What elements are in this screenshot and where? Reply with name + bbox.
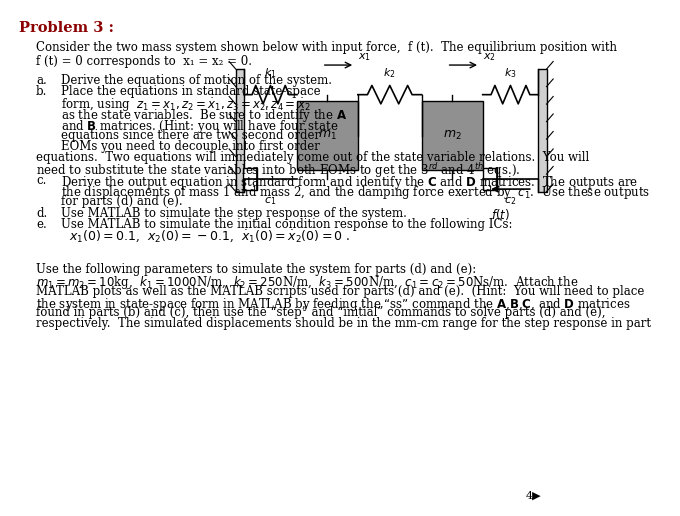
Bar <box>236 69 244 191</box>
Bar <box>538 69 547 191</box>
Bar <box>483 168 496 190</box>
Text: Consider the two mass system shown below with input force,  f (t).  The equilibr: Consider the two mass system shown below… <box>36 41 617 54</box>
Text: EOMs you need to decouple into first order: EOMs you need to decouple into first ord… <box>61 140 320 153</box>
Text: e.: e. <box>36 218 47 231</box>
Text: form, using  $z_1 = x_1, z_2 = \dot{x}_1, z_3 = x_2, z_4 = \dot{x}_2$: form, using $z_1 = x_1, z_2 = \dot{x}_1,… <box>61 96 311 114</box>
Text: a.: a. <box>36 74 47 87</box>
Text: $m_2$: $m_2$ <box>443 129 462 142</box>
Text: c.: c. <box>36 174 46 187</box>
Text: and $\mathbf{B}$ matrices. (Hint: you will have four state: and $\mathbf{B}$ matrices. (Hint: you wi… <box>61 118 339 135</box>
Text: Use MATLAB to simulate the step response of the system.: Use MATLAB to simulate the step response… <box>61 207 407 220</box>
Text: d.: d. <box>36 207 48 220</box>
Bar <box>243 168 256 190</box>
Text: Derive the equations of motion of the system.: Derive the equations of motion of the sy… <box>61 74 332 87</box>
Text: f (t) = 0 corresponds to  x₁ = x₂ = 0.: f (t) = 0 corresponds to x₁ = x₂ = 0. <box>36 55 252 68</box>
Text: Use the following parameters to simulate the system for parts (d) and (e):: Use the following parameters to simulate… <box>36 263 476 276</box>
Text: found in parts (b) and (c), then use the “step” and “initial” commands to solve : found in parts (b) and (c), then use the… <box>36 307 606 319</box>
Text: $m_1 = m_2 = 10$kg,  $k_1 = 1000$N/m,  $k_2 = 250$N/m,  $k_3 = 500$N/m,  $c_1 = : $m_1 = m_2 = 10$kg, $k_1 = 1000$N/m, $k_… <box>36 275 579 292</box>
Text: Use MATLAB to simulate the initial condition response to the following ICs:: Use MATLAB to simulate the initial condi… <box>61 218 513 231</box>
Text: as the state variables.  Be sure to identify the $\mathbf{A}$: as the state variables. Be sure to ident… <box>61 107 347 124</box>
Text: $f(t)$: $f(t)$ <box>491 207 510 222</box>
Text: Place the equations in standard state-space: Place the equations in standard state-sp… <box>61 86 321 99</box>
Text: the displacements of mass 1 and mass 2, and the damping force exerted by  $c_1$.: the displacements of mass 1 and mass 2, … <box>61 185 650 201</box>
Text: $x_2$: $x_2$ <box>483 51 496 63</box>
Text: for parts (d) and (e).: for parts (d) and (e). <box>61 195 183 208</box>
Bar <box>422 101 483 170</box>
Text: $m_1$: $m_1$ <box>318 129 337 142</box>
Text: b.: b. <box>36 86 48 99</box>
Text: equations.  Two equations will immediately come out of the state variable relati: equations. Two equations will immediatel… <box>36 151 590 164</box>
Text: the system in state-space form in MATLAB by feeding the “ss” command the $\mathb: the system in state-space form in MATLAB… <box>36 296 630 313</box>
Text: $k_2$: $k_2$ <box>384 67 396 80</box>
Text: $c_1$: $c_1$ <box>265 195 277 207</box>
Text: $k_3$: $k_3$ <box>504 67 517 80</box>
Text: equations since there are two second order: equations since there are two second ord… <box>61 130 320 142</box>
Text: $x_1(0) = 0.1$,  $x_2(0) = -0.1$,  $\dot{x}_1(0) = \dot{x}_2(0) = 0$ .: $x_1(0) = 0.1$, $x_2(0) = -0.1$, $\dot{x… <box>69 229 351 245</box>
Text: MATLAB plots as well as the MATLAB scripts used for parts (d) and (e).  (Hint:  : MATLAB plots as well as the MATLAB scrip… <box>36 285 645 298</box>
Text: 4▶: 4▶ <box>526 491 541 501</box>
Text: respectively.  The simulated displacements should be in the mm-cm range for the : respectively. The simulated displacement… <box>36 317 651 330</box>
Text: Problem 3 :: Problem 3 : <box>20 21 114 35</box>
Text: $c_2$: $c_2$ <box>505 195 517 207</box>
Text: $k_1$: $k_1$ <box>264 67 277 80</box>
Text: need to substitute the state variables into both EOMs to get the 3$^{rd}$ and 4$: need to substitute the state variables i… <box>36 162 520 181</box>
Bar <box>297 101 358 170</box>
Text: $x_1$: $x_1$ <box>358 51 371 63</box>
Text: Derive the output equation in standard form and identify the $\mathbf{C}$ and $\: Derive the output equation in standard f… <box>61 174 638 191</box>
